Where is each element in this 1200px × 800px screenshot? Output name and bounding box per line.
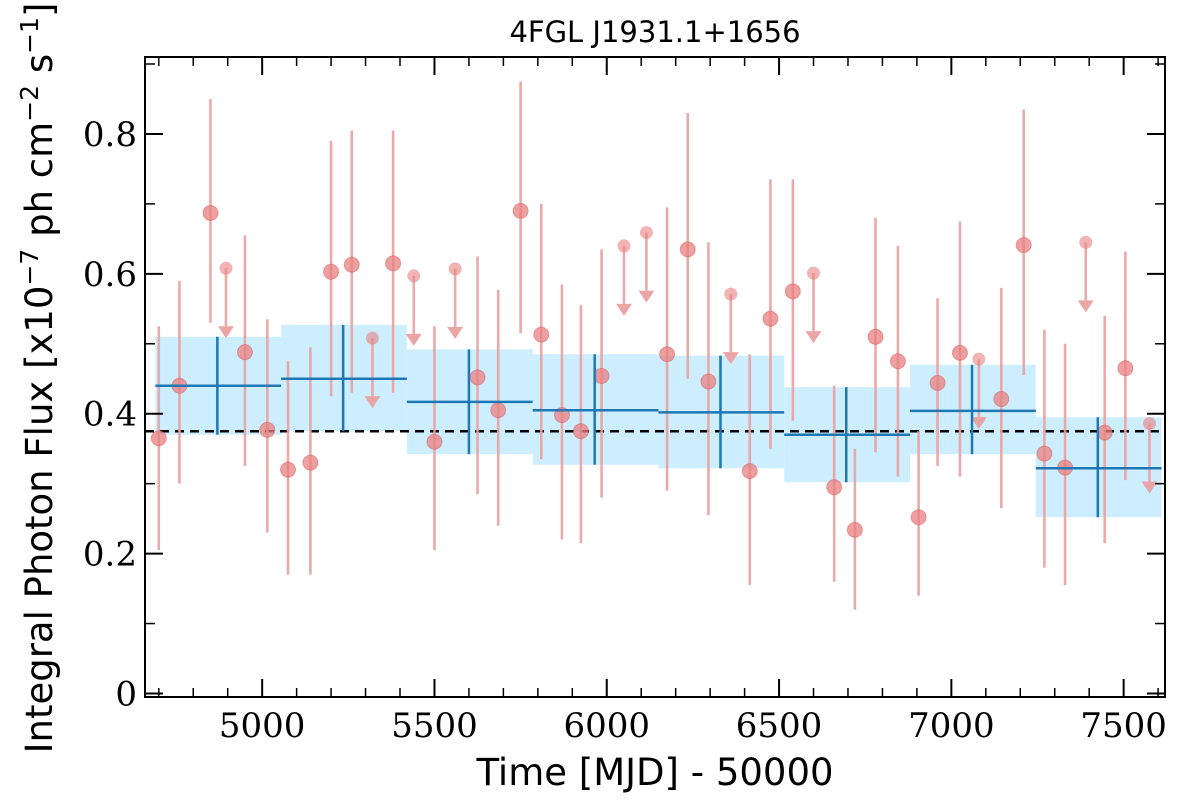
flux-point xyxy=(323,263,340,280)
flux-point xyxy=(929,374,946,391)
flux-point xyxy=(889,353,906,370)
upper-limit-arrow xyxy=(722,352,739,365)
upper-limit-marker xyxy=(724,287,738,301)
flux-point xyxy=(150,430,167,447)
flux-point xyxy=(846,521,863,538)
upper-limit-marker xyxy=(1142,417,1156,431)
flux-point xyxy=(593,367,610,384)
flux-point xyxy=(512,202,529,219)
flux-point xyxy=(659,346,676,363)
upper-limit-arrow xyxy=(364,396,381,409)
flux-point xyxy=(236,344,253,361)
upper-limit-arrow xyxy=(638,290,655,303)
flux-point xyxy=(762,310,779,327)
y-tick-label: 0 xyxy=(115,675,137,715)
y-axis-title-unit2-exponent: −1 xyxy=(15,17,44,54)
flux-point xyxy=(202,204,219,221)
upper-limit-arrow xyxy=(405,333,422,346)
y-axis-title-close: ] xyxy=(18,3,61,17)
upper-limit-marker xyxy=(972,352,986,366)
x-tick-label: 7500 xyxy=(1080,706,1167,746)
flux-point xyxy=(302,454,319,471)
plot-frame xyxy=(144,56,1166,698)
flux-point xyxy=(1117,360,1134,377)
axes-layer: 0 0.2 0.4 0.6 0.8 5000 5500 6000 6500 7000 7500 xyxy=(83,56,1167,746)
flux-point xyxy=(1015,237,1032,254)
flux-point xyxy=(741,463,758,480)
flux-point xyxy=(679,241,696,258)
y-axis-title-unit-exponent: −2 xyxy=(15,85,44,122)
flux-point xyxy=(867,328,884,345)
x-axis-title: Time [MJD] - 50000 xyxy=(475,751,833,794)
upper-limit-marker xyxy=(807,266,821,280)
flux-point xyxy=(426,433,443,450)
y-axis-title-unit2: s xyxy=(18,54,61,85)
upper-limit-arrow xyxy=(217,326,234,339)
flux-point xyxy=(951,344,968,361)
x-tick-label: 5500 xyxy=(391,706,478,746)
y-axis-title-main: Integral Photon Flux [x10 xyxy=(18,286,61,754)
x-tick-label: 7000 xyxy=(908,706,995,746)
y-tick-label: 0.4 xyxy=(83,395,137,435)
flux-point xyxy=(533,326,550,343)
upper-limit-marker xyxy=(448,262,462,276)
flux-point xyxy=(343,256,360,273)
y-axis-title-exponent: −7 xyxy=(15,249,44,286)
flux-points-layer xyxy=(150,202,1156,538)
upper-limit-arrow xyxy=(805,331,822,344)
chart-title: 4FGL J1931.1+1656 xyxy=(509,15,800,49)
upper-limit-marker xyxy=(1079,235,1093,249)
flux-point xyxy=(784,283,801,300)
upper-limit-marker xyxy=(365,331,379,345)
flux-point xyxy=(572,423,589,440)
upper-limit-arrow xyxy=(970,417,987,430)
y-tick-label: 0.2 xyxy=(83,535,137,575)
upper-limit-arrow xyxy=(447,326,464,339)
flux-point xyxy=(910,509,927,526)
y-axis-title-unit: ph cm xyxy=(18,122,61,249)
bin-bands-layer xyxy=(155,324,1162,518)
binned-flux-layer xyxy=(155,324,1162,518)
upper-limit-marker xyxy=(407,269,421,283)
upper-limit-marker xyxy=(639,226,653,240)
flux-point xyxy=(469,369,486,386)
flux-point xyxy=(993,391,1010,408)
x-tick-label: 6000 xyxy=(563,706,650,746)
flux-point xyxy=(1096,424,1113,441)
upper-limit-arrow xyxy=(1141,481,1158,494)
y-axis-title: Integral Photon Flux [x10−7 ph cm−2 s−1] xyxy=(15,3,61,754)
flux-point xyxy=(826,479,843,496)
flux-point xyxy=(1036,445,1053,462)
flux-point xyxy=(280,461,297,478)
x-tick-label: 6500 xyxy=(736,706,823,746)
upper-limit-marker xyxy=(219,261,233,275)
upper-limit-marker xyxy=(617,239,631,253)
flux-point xyxy=(259,421,276,438)
upper-limit-arrow xyxy=(1077,300,1094,313)
flux-point xyxy=(385,255,402,272)
x-tick-label: 5000 xyxy=(219,706,306,746)
upper-limit-arrow xyxy=(615,303,632,316)
y-tick-label: 0.6 xyxy=(83,255,137,295)
y-tick-label: 0.8 xyxy=(83,115,137,155)
flux-point xyxy=(490,402,507,419)
flux-point xyxy=(700,373,717,390)
